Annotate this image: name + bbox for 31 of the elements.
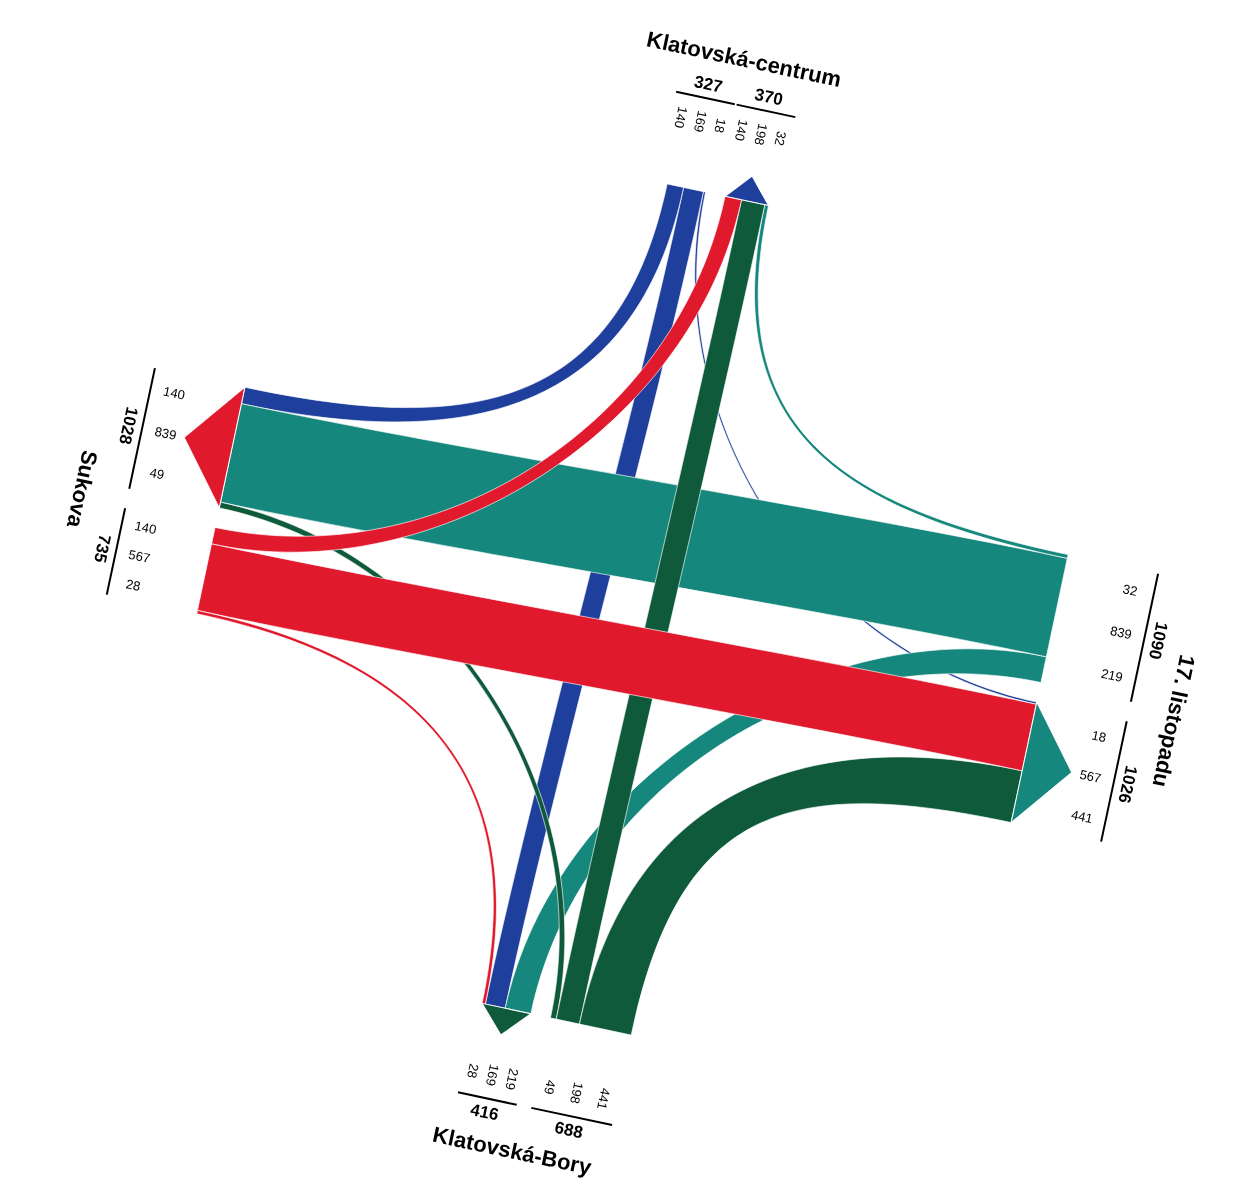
text: 1090 [1144,620,1172,662]
text: 370 [753,84,785,110]
text: 198 [567,1080,587,1106]
text: 1026 [1114,763,1141,805]
data-label: 28 [463,1062,482,1080]
text: 28 [124,576,142,595]
data-label: 32 [771,129,790,148]
text: 1028 [115,405,142,446]
data-label: 567 [1078,766,1103,787]
text: 416 [468,1099,501,1125]
data-label: 839 [153,423,178,444]
text: 140 [161,383,187,403]
text: 140 [731,118,751,143]
text: 219 [1099,665,1125,685]
data-label: 219 [502,1067,522,1092]
text: 735 [90,532,115,565]
data-label: 140 [133,518,158,538]
category-label: Sukova [61,448,103,531]
data-label: 198 [751,122,771,147]
text: 567 [127,546,152,567]
text: 18 [711,117,729,135]
data-label: 140 [671,105,691,130]
data-label: 169 [482,1062,502,1088]
data-label: 441 [1069,807,1095,827]
text: 32 [1121,581,1139,599]
text: 49 [540,1078,559,1096]
text: 839 [1108,623,1134,643]
data-label: 49 [148,464,166,483]
data-label: 18 [1090,727,1108,746]
text: 441 [594,1086,614,1111]
text: 169 [690,109,711,134]
